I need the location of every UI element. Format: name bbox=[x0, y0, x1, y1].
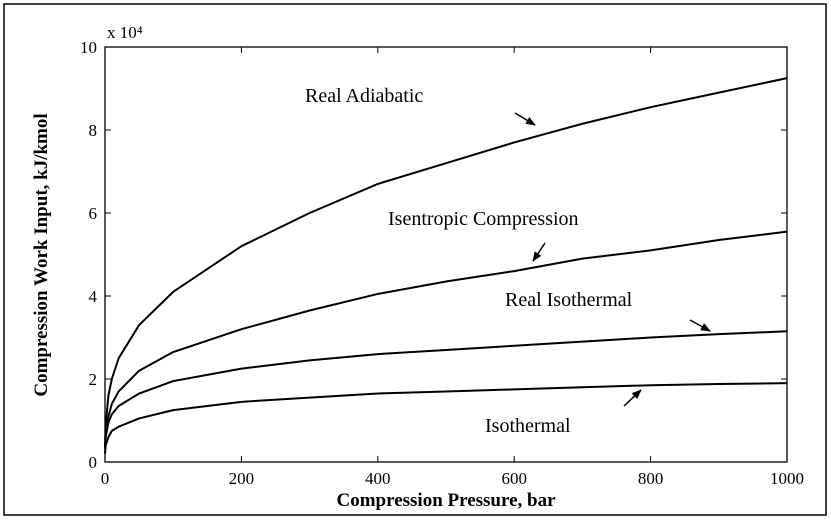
x-tick-label: 200 bbox=[229, 469, 255, 488]
line-series bbox=[104, 230, 788, 450]
annotation-arrow bbox=[514, 112, 536, 126]
series-annotation: Isothermal bbox=[485, 415, 571, 437]
annotation-arrow bbox=[623, 389, 642, 407]
annotation-arrow bbox=[689, 319, 711, 332]
x-axis-label: Compression Pressure, bar bbox=[336, 490, 556, 511]
annotation-arrow bbox=[532, 242, 546, 262]
series-annotation: Real Isothermal bbox=[505, 289, 633, 311]
series-annotation: Isentropic Compression bbox=[388, 208, 579, 230]
y-tick-label: 8 bbox=[89, 121, 98, 140]
y-tick-label: 10 bbox=[80, 38, 97, 57]
x-tick-label: 800 bbox=[638, 469, 664, 488]
line-series bbox=[104, 330, 788, 450]
plot-box bbox=[104, 46, 788, 463]
x-tick-label: 400 bbox=[365, 469, 391, 488]
y-multiplier: x 10⁴ bbox=[107, 23, 143, 42]
y-tick-label: 6 bbox=[89, 204, 98, 223]
x-tick-label: 1000 bbox=[770, 469, 804, 488]
y-tick-label: 2 bbox=[89, 370, 98, 389]
x-tick-label: 0 bbox=[101, 469, 110, 488]
y-tick-label: 4 bbox=[89, 287, 98, 306]
frame bbox=[3, 3, 827, 516]
x-tick-label: 600 bbox=[501, 469, 527, 488]
series-annotation: Real Adiabatic bbox=[305, 85, 423, 107]
y-tick-label: 0 bbox=[89, 453, 98, 472]
y-axis-label: Compression Work Input, kJ/kmol bbox=[31, 113, 52, 396]
line-series bbox=[104, 77, 788, 450]
line-series bbox=[104, 382, 788, 454]
